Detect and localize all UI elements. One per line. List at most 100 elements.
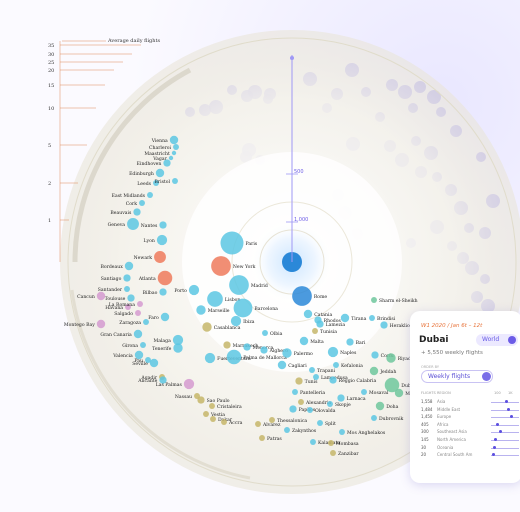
destination-dot[interactable] [221,419,227,425]
destination-dot[interactable] [292,286,312,306]
destination-dot[interactable] [371,297,377,303]
destination-dot[interactable] [223,341,231,349]
destination-dot[interactable] [295,377,303,385]
destination-dot[interactable] [203,411,209,417]
destination-dot[interactable] [299,336,309,346]
region-row[interactable]: 405 Africa [421,422,520,429]
destination-dot[interactable] [309,367,315,373]
destination-dot[interactable] [202,322,212,332]
destination-dot[interactable] [303,309,313,319]
destination-dot[interactable] [230,315,242,327]
destination-dot[interactable] [168,155,174,161]
destination-dot[interactable] [173,343,183,353]
destination-dot[interactable] [211,256,231,276]
destination-dot[interactable] [384,377,400,393]
destination-dot[interactable] [156,234,168,246]
destination-dot[interactable] [171,150,177,156]
destination-dot[interactable] [316,320,324,328]
destination-dot[interactable] [328,440,334,446]
destination-dot[interactable] [255,421,261,427]
destination-dot[interactable] [135,310,141,316]
destination-dot[interactable] [226,349,242,365]
detail-card[interactable]: W1 2020 / Jan 6t – 12t Dubai World + 5,5… [410,311,520,483]
destination-dot[interactable] [277,360,287,370]
destination-dot[interactable] [173,144,179,150]
destination-dot[interactable] [394,388,404,398]
destination-dot[interactable] [307,407,313,413]
destination-dot[interactable] [127,294,135,302]
destination-dot[interactable] [317,420,323,426]
destination-dot[interactable] [327,346,339,358]
destination-dot[interactable] [339,429,345,435]
destination-dot[interactable] [125,304,131,310]
destination-dot[interactable] [172,178,178,184]
destination-dot[interactable] [139,200,145,206]
destination-dot[interactable] [154,251,166,263]
region-row[interactable]: 1,558 Asia [421,399,520,406]
destination-dot[interactable] [143,319,149,325]
destination-dot[interactable] [188,284,200,296]
destination-dot[interactable] [159,376,167,384]
destination-dot[interactable] [127,218,139,230]
destination-dot[interactable] [371,351,379,359]
destination-dot[interactable] [134,350,144,360]
destination-dot[interactable] [196,305,206,315]
destination-dot[interactable] [220,231,244,255]
destination-dot[interactable] [282,348,292,358]
destination-dot[interactable] [124,286,130,292]
destination-dot[interactable] [169,135,179,145]
region-row[interactable]: 20 Central South Am [421,452,520,459]
destination-dot[interactable] [155,168,165,178]
destination-dot[interactable] [369,366,379,376]
destination-dot[interactable] [149,358,159,368]
destination-dot[interactable] [346,338,354,346]
destination-dot[interactable] [210,416,216,422]
destination-dot[interactable] [269,417,275,423]
destination-dot[interactable] [229,275,249,295]
world-toggle-button[interactable]: World [476,334,518,346]
destination-dot[interactable] [133,208,141,216]
destination-dot[interactable] [209,403,215,409]
destination-dot[interactable] [123,274,131,282]
destination-dot[interactable] [329,376,337,384]
destination-dot[interactable] [327,401,333,407]
destination-dot[interactable] [140,342,146,348]
destination-dot[interactable] [160,312,170,322]
destination-dot[interactable] [259,435,265,441]
destination-dot[interactable] [96,291,106,301]
destination-dot[interactable] [330,450,336,456]
destination-dot[interactable] [361,389,367,395]
destination-dot[interactable] [159,221,167,229]
destination-dot[interactable] [163,159,171,167]
destination-dot[interactable] [369,315,375,321]
destination-dot[interactable] [380,321,388,329]
destination-dot[interactable] [312,328,318,334]
sort-dropdown[interactable]: Weekly flights [421,370,493,383]
destination-dot[interactable] [333,362,339,368]
destination-dot[interactable] [386,353,396,363]
destination-dot[interactable] [133,329,143,339]
destination-dot[interactable] [260,346,268,354]
destination-dot[interactable] [159,288,167,296]
destination-dot[interactable] [207,291,223,307]
destination-dot[interactable] [289,405,297,413]
destination-dot[interactable] [310,439,316,445]
destination-dot[interactable] [137,301,143,307]
destination-dot[interactable] [96,319,106,329]
destination-dot[interactable] [197,396,205,404]
destination-dot[interactable] [147,192,153,198]
destination-dot[interactable] [298,399,304,405]
destination-dot[interactable] [337,394,345,402]
destination-dot[interactable] [262,330,268,336]
destination-dot[interactable] [284,427,290,433]
region-row[interactable]: 300 Southeast Asia [421,429,520,436]
destination-dot[interactable] [371,415,377,421]
destination-dot[interactable] [375,401,385,411]
destination-dot[interactable] [172,334,184,346]
destination-dot[interactable] [340,313,350,323]
region-row[interactable]: 30 Oceania [421,445,520,452]
destination-dot[interactable] [243,343,251,351]
destination-dot[interactable] [124,261,134,271]
destination-dot[interactable] [157,270,173,286]
destination-dot[interactable] [153,180,159,186]
